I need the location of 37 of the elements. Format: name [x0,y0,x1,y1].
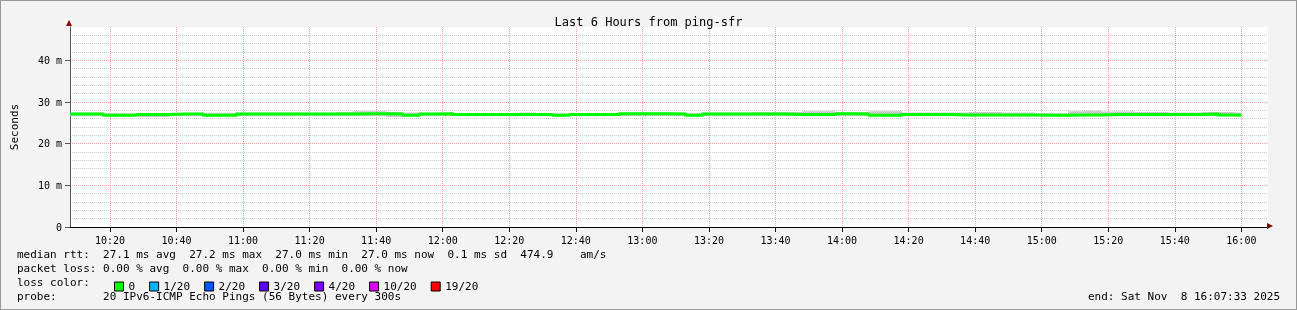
x-tick-label: 11:20 [294,234,325,246]
legend-title: loss color: [17,276,90,289]
text: packet loss: 0.00 % avg 0.00 % max 0.00 % min 0.00 % now [17,262,409,275]
y-tick-label: 30 m [37,96,62,108]
legend-label: 10/20 [383,280,417,293]
x-tick-label: 12:00 [427,234,458,246]
x-tick-label: 13:40 [760,234,791,246]
y-tick-label: 20 m [37,138,62,150]
x-tick-label: 10:20 [94,234,125,246]
x-tick-label: 15:00 [1026,234,1057,246]
text: probe: 20 IPv6-ICMP Echo Pings (56 Bytes) every 300s [17,290,402,303]
x-tick-label: 12:40 [560,234,591,246]
x-tick-label: 14:40 [960,234,991,246]
y-tick-label: 10 m [37,179,62,191]
legend-label: 19/20 [445,280,479,293]
text: end: Sat Nov 8 16:07:33 2025 [1087,290,1281,303]
x-tick-label: 13:00 [627,234,658,246]
legend-label: 0 [128,280,136,293]
x-tick-label: 15:40 [1159,234,1190,246]
x-tick-label: 13:20 [693,234,724,246]
y-tick-label: 40 m [37,54,62,66]
legend-label: 3/20 [273,280,301,293]
y-tick-label: 0 [55,221,62,233]
x-tick-label: 10:40 [161,234,192,246]
x-tick-label: 14:20 [893,234,924,246]
x-tick-label: 14:00 [826,234,858,246]
legend-label: 1/20 [163,280,191,293]
text: median rtt: 27.1 ms avg 27.2 ms max 27.0 ms min 27.0 ms now 0.1 ms sd 474.9 am/s [17,248,607,261]
x-tick-label: 11:00 [227,234,259,246]
chart-title: Last 6 Hours from ping-sfr [554,15,743,29]
y-axis-title: Seconds [8,103,21,151]
x-tick-label: 16:00 [1226,234,1257,246]
x-tick-label: 15:20 [1093,234,1124,246]
x-tick-label: 11:40 [361,234,392,246]
x-tick-label: 12:20 [494,234,525,246]
legend-label: 4/20 [328,280,356,293]
legend-label: 2/20 [218,280,246,293]
